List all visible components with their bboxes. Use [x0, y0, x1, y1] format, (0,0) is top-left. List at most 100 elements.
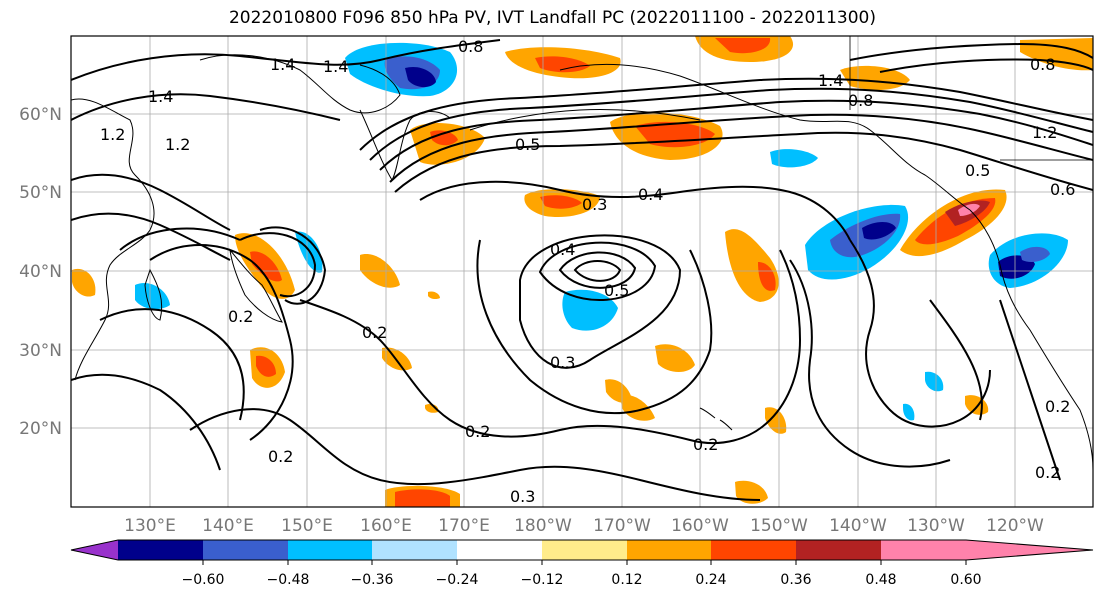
- latitude-labels: 60°N 50°N 40°N 30°N 20°N: [19, 105, 62, 439]
- contour-top-3: [849, 42, 1093, 61]
- lon-label: 170°E: [438, 516, 490, 536]
- shade-blue-japan: [295, 231, 323, 273]
- colorbar-tick-label: −0.48: [267, 572, 310, 588]
- colorbar-segment: [118, 540, 203, 560]
- colorbar-tick-label: 0.36: [780, 572, 811, 588]
- map-content: 1.4 1.4 1.4 1.2 1.2 0.8 0.5 0.4 0.3 0.4 …: [71, 36, 1093, 507]
- shade-blue-140w-22n: [903, 403, 915, 421]
- shade-red-160w: [758, 262, 776, 291]
- lat-label-50n: 50°N: [19, 183, 62, 203]
- shade-darkblue-120w: [1020, 246, 1050, 262]
- contour-label: 0.5: [515, 135, 540, 154]
- contour-label: 0.2: [1035, 463, 1060, 482]
- shade-red-25n-150e: [256, 355, 276, 377]
- shade-orange-165e-20n: [425, 403, 439, 413]
- lon-label: 150°W: [750, 516, 808, 536]
- shade-red-japan: [250, 251, 282, 282]
- colorbar-segment: [457, 540, 542, 560]
- pv-shading: [72, 36, 1093, 507]
- lat-label-40n: 40°N: [19, 262, 62, 282]
- contour-top-2: [71, 93, 341, 121]
- lon-label: 160°W: [671, 516, 729, 536]
- lat-label-20n: 20°N: [19, 419, 62, 439]
- colorbar-segment: [288, 540, 373, 560]
- contour-label: 0.8: [458, 37, 483, 56]
- coast-nw-america: [969, 209, 1093, 471]
- colorbar-tick-label: 0.12: [611, 572, 642, 588]
- shade-red-bottom1: [395, 489, 450, 507]
- lon-label: 140°E: [202, 516, 254, 536]
- contour-04: [419, 180, 851, 241]
- contour-jp-5: [99, 308, 245, 421]
- shade-navy-nw: [405, 66, 436, 88]
- shade-orange-155w-20n: [765, 407, 787, 434]
- contour-label: 0.2: [1045, 397, 1070, 416]
- contour-label: 1.4: [270, 55, 295, 74]
- contour-label: 0.4: [550, 240, 575, 259]
- colorbar-right-extend: [966, 540, 1093, 560]
- coast-alaska: [559, 63, 971, 211]
- contour-ring-2: [558, 251, 637, 289]
- contour-east-1: [849, 239, 991, 428]
- contour-east-4: [929, 299, 983, 421]
- contour-label: 0.3: [582, 195, 607, 214]
- colorbar-tick-label: −0.36: [351, 572, 394, 588]
- coastlines: [71, 36, 1093, 471]
- shade-orange-china: [72, 268, 96, 297]
- contour-jp-4: [119, 227, 241, 251]
- lon-label: 180°W: [514, 516, 572, 536]
- coast-aleutians: [469, 108, 701, 131]
- contour-jet-4: [389, 113, 1093, 183]
- shade-red-top2: [715, 38, 771, 54]
- graticule: [71, 36, 1093, 507]
- contour-label: 1.4: [818, 71, 843, 90]
- contour-label: 1.4: [148, 87, 173, 106]
- shade-blue-150w: [770, 149, 818, 168]
- contour-label: 1.2: [165, 135, 190, 154]
- lon-label: 120°W: [986, 516, 1044, 536]
- contour-label: 1.2: [1032, 123, 1057, 142]
- contour-label: 0.2: [693, 435, 718, 454]
- contour-label: 0.2: [228, 307, 253, 326]
- colorbar-segment: [542, 540, 627, 560]
- coast-okhotsk: [199, 54, 401, 114]
- colorbar-tick-label: −0.60: [182, 572, 225, 588]
- contour-nw-2: [71, 212, 231, 261]
- lon-label: 150°E: [281, 516, 333, 536]
- contour-label: 1.4: [323, 57, 348, 76]
- contour-top-4: [879, 58, 1093, 73]
- contour-ring-4: [519, 234, 682, 369]
- shade-orange-168w-22n: [620, 394, 655, 421]
- lon-label: 130°E: [124, 516, 176, 536]
- colorbar-segment: [881, 540, 966, 560]
- ivt-contours: [71, 39, 1093, 501]
- shade-orange-bottom2: [735, 480, 768, 504]
- colorbar-tick-label: 0.48: [865, 572, 896, 588]
- shade-pink-135w: [958, 203, 980, 216]
- coast-canada-border: [849, 36, 1093, 161]
- colorbar: −0.60 −0.48 −0.36 −0.24 −0.12 0.12 0.24 …: [70, 539, 1094, 588]
- shade-orange-170e-40n: [428, 291, 440, 300]
- lon-label: 140°W: [829, 516, 887, 536]
- colorbar-segment: [711, 540, 796, 560]
- map-title: 2022010800 F096 850 hPa PV, IVT Landfall…: [228, 8, 876, 28]
- shade-orange-160w-30n: [655, 344, 695, 373]
- contour-jet-5: [394, 131, 1093, 193]
- shade-red-kam: [430, 130, 458, 146]
- colorbar-segment: [203, 540, 288, 560]
- lat-label-30n: 30°N: [19, 341, 62, 361]
- contour-east-3: [999, 299, 1061, 481]
- contour-jp-2: [239, 232, 317, 298]
- contour-jet-3: [379, 99, 1093, 171]
- shade-orange-top3: [1020, 38, 1093, 71]
- contour-top-1: [71, 39, 501, 81]
- colorbar-tick-label: −0.12: [521, 572, 564, 588]
- coast-hawaii: [699, 407, 733, 431]
- contour-03-loop: [476, 239, 713, 415]
- colorbar-left-extend: [71, 540, 118, 560]
- contour-label: 0.8: [848, 91, 873, 110]
- shade-navy-145w: [862, 222, 896, 240]
- contour-jp-1: [259, 226, 327, 305]
- contour-label: 0.2: [268, 447, 293, 466]
- colorbar-tick-label: −0.24: [436, 572, 479, 588]
